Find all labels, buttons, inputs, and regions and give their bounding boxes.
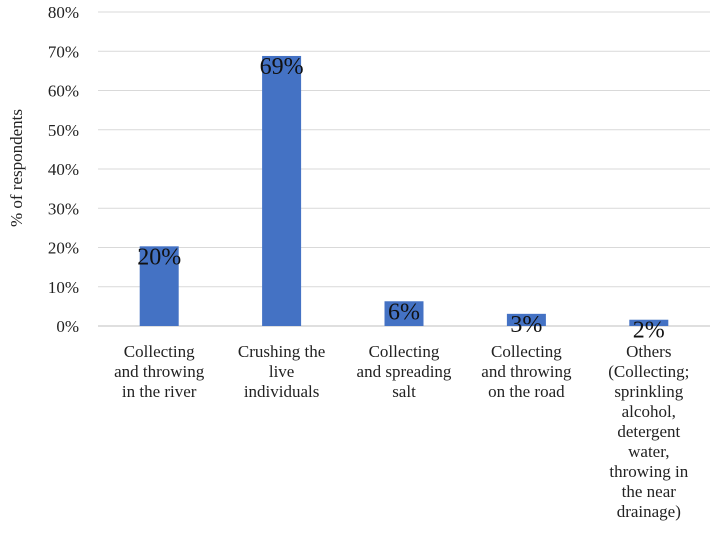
y-tick-label: 40%	[48, 160, 79, 179]
data-label: 3%	[510, 312, 542, 338]
x-category-label: Others (Collecting; sprinkling alcohol, dete…	[608, 342, 689, 521]
x-category-label: Collecting and throwing on the road	[481, 342, 572, 401]
y-tick-label: 20%	[48, 239, 79, 258]
data-label: 20%	[137, 244, 181, 270]
y-tick-label: 50%	[48, 121, 79, 140]
x-category-label: Crushing the live individuals	[238, 342, 325, 401]
bar	[384, 301, 424, 326]
data-labels: 20% 69% 6% 3% 2%	[137, 54, 665, 344]
data-label: 69%	[260, 54, 304, 80]
y-axis-ticks: 0% 10% 20% 30% 40% 50% 60% 70% 80%	[48, 3, 79, 336]
y-tick-label: 70%	[48, 42, 79, 61]
y-tick-label: 0%	[56, 317, 79, 336]
y-tick-label: 30%	[48, 199, 79, 218]
y-tick-label: 60%	[48, 82, 79, 101]
bar	[629, 319, 669, 326]
bars	[139, 55, 669, 327]
x-category-label: Collecting and throwing in the river	[114, 342, 205, 401]
category-labels: Collecting and throwing in the river Crushi…	[114, 342, 689, 521]
y-tick-label: 10%	[48, 278, 79, 297]
bar	[139, 246, 179, 326]
gridlines	[98, 11, 710, 327]
data-label: 2%	[633, 318, 665, 344]
y-axis-label: % of respondents	[7, 109, 26, 227]
data-label: 6%	[388, 299, 420, 325]
bar	[506, 313, 546, 326]
x-category-label: Collecting and spreading salt	[357, 342, 452, 401]
y-tick-label: 80%	[48, 3, 79, 22]
bar	[262, 55, 302, 327]
